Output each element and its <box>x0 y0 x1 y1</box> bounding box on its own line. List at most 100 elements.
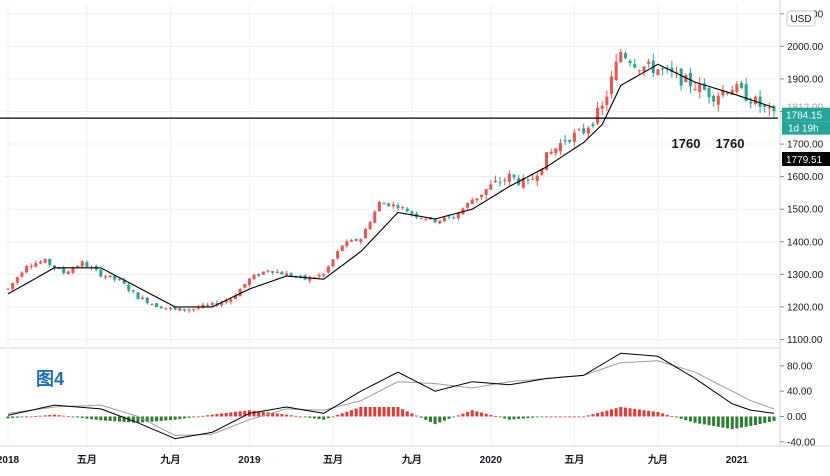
candle <box>66 271 70 275</box>
candle <box>159 306 163 309</box>
histogram-bar <box>642 410 646 417</box>
candle <box>363 229 367 239</box>
histogram-bar <box>159 416 163 421</box>
macd-tick-label: 0.00 <box>787 412 807 423</box>
candle <box>563 140 567 142</box>
candle <box>670 67 674 72</box>
currency-button[interactable]: USD <box>786 10 816 27</box>
histogram-bar <box>665 414 669 417</box>
histogram-bar <box>173 416 177 420</box>
candle <box>484 189 488 196</box>
candle <box>396 205 400 209</box>
histogram-bar <box>572 416 576 418</box>
histogram-bar <box>38 415 43 417</box>
candle <box>744 84 748 102</box>
candle <box>368 222 372 230</box>
candle <box>62 267 66 274</box>
histogram-bar <box>48 414 52 417</box>
histogram-bar <box>549 416 553 418</box>
histogram-bar <box>178 416 182 420</box>
candle <box>716 95 720 105</box>
histogram-bar <box>359 407 363 417</box>
candle <box>322 273 326 276</box>
candle <box>698 83 702 93</box>
histogram-bar <box>117 416 121 422</box>
candle <box>359 239 363 243</box>
line-price-box <box>782 152 830 166</box>
histogram-bar <box>76 416 80 418</box>
histogram-bar <box>94 416 98 420</box>
y-tick-label: 1900.00 <box>787 74 824 85</box>
histogram-bar <box>155 416 159 422</box>
candle <box>758 96 762 107</box>
histogram-bar <box>623 407 627 417</box>
histogram-bar <box>210 414 214 417</box>
currency-button-box[interactable] <box>786 10 816 27</box>
candle <box>99 269 103 277</box>
histogram-bar <box>753 416 757 425</box>
y-tick-label: 1600.00 <box>787 172 824 183</box>
candle <box>475 198 479 201</box>
x-tick-label: 九月 <box>159 453 180 466</box>
histogram-bar <box>29 416 33 418</box>
histogram-bar <box>563 416 567 418</box>
histogram-bar <box>600 411 604 417</box>
histogram-bar <box>415 415 419 417</box>
candle <box>271 271 275 273</box>
candle <box>331 259 335 267</box>
candle <box>11 282 15 289</box>
candle <box>424 219 428 221</box>
candle <box>507 173 511 182</box>
x-tick-label: 五月 <box>323 454 343 466</box>
histogram-bar <box>772 416 776 421</box>
histogram-bar <box>85 416 89 419</box>
histogram-bar <box>187 416 191 418</box>
annotation-label: 1760 <box>672 136 701 151</box>
candle <box>354 239 358 241</box>
x-tick-label: 2019 <box>238 455 261 466</box>
histogram-bar <box>326 416 330 419</box>
countdown-box <box>782 121 830 135</box>
histogram-bar <box>350 410 354 417</box>
histogram-bar <box>656 412 660 417</box>
candle <box>526 179 530 181</box>
candle <box>103 276 108 278</box>
histogram-bar <box>396 407 400 417</box>
histogram-bar <box>103 416 108 421</box>
candle <box>387 203 391 207</box>
candle <box>512 174 516 178</box>
histogram-bar <box>609 409 614 417</box>
candle <box>136 292 140 300</box>
histogram-bar <box>428 416 432 422</box>
histogram-bar <box>294 415 298 417</box>
histogram-bar <box>66 416 70 418</box>
candle <box>187 309 191 311</box>
candle <box>614 61 618 81</box>
candle <box>647 61 651 64</box>
currency-button-label[interactable]: USD <box>790 14 811 25</box>
histogram-bar <box>535 416 539 418</box>
candle <box>127 284 131 291</box>
y-tick-label: 1500.00 <box>787 205 824 216</box>
histogram-bar <box>354 408 358 417</box>
candle <box>442 217 446 222</box>
candle <box>572 132 576 142</box>
histogram-bar <box>99 416 103 421</box>
histogram-bar <box>637 409 641 417</box>
histogram-bar <box>196 416 200 418</box>
candle <box>285 273 289 276</box>
candle <box>43 259 47 263</box>
histogram-bar <box>113 416 117 422</box>
candle <box>702 83 706 90</box>
candle <box>772 106 776 112</box>
candle <box>20 272 24 277</box>
candle <box>730 90 734 95</box>
candle <box>623 53 627 59</box>
histogram-bar <box>57 415 61 417</box>
candle <box>150 303 154 305</box>
candle <box>201 304 205 308</box>
y-tick-label: 1300.00 <box>787 270 824 281</box>
histogram-bar <box>20 416 24 418</box>
candle <box>684 75 688 83</box>
